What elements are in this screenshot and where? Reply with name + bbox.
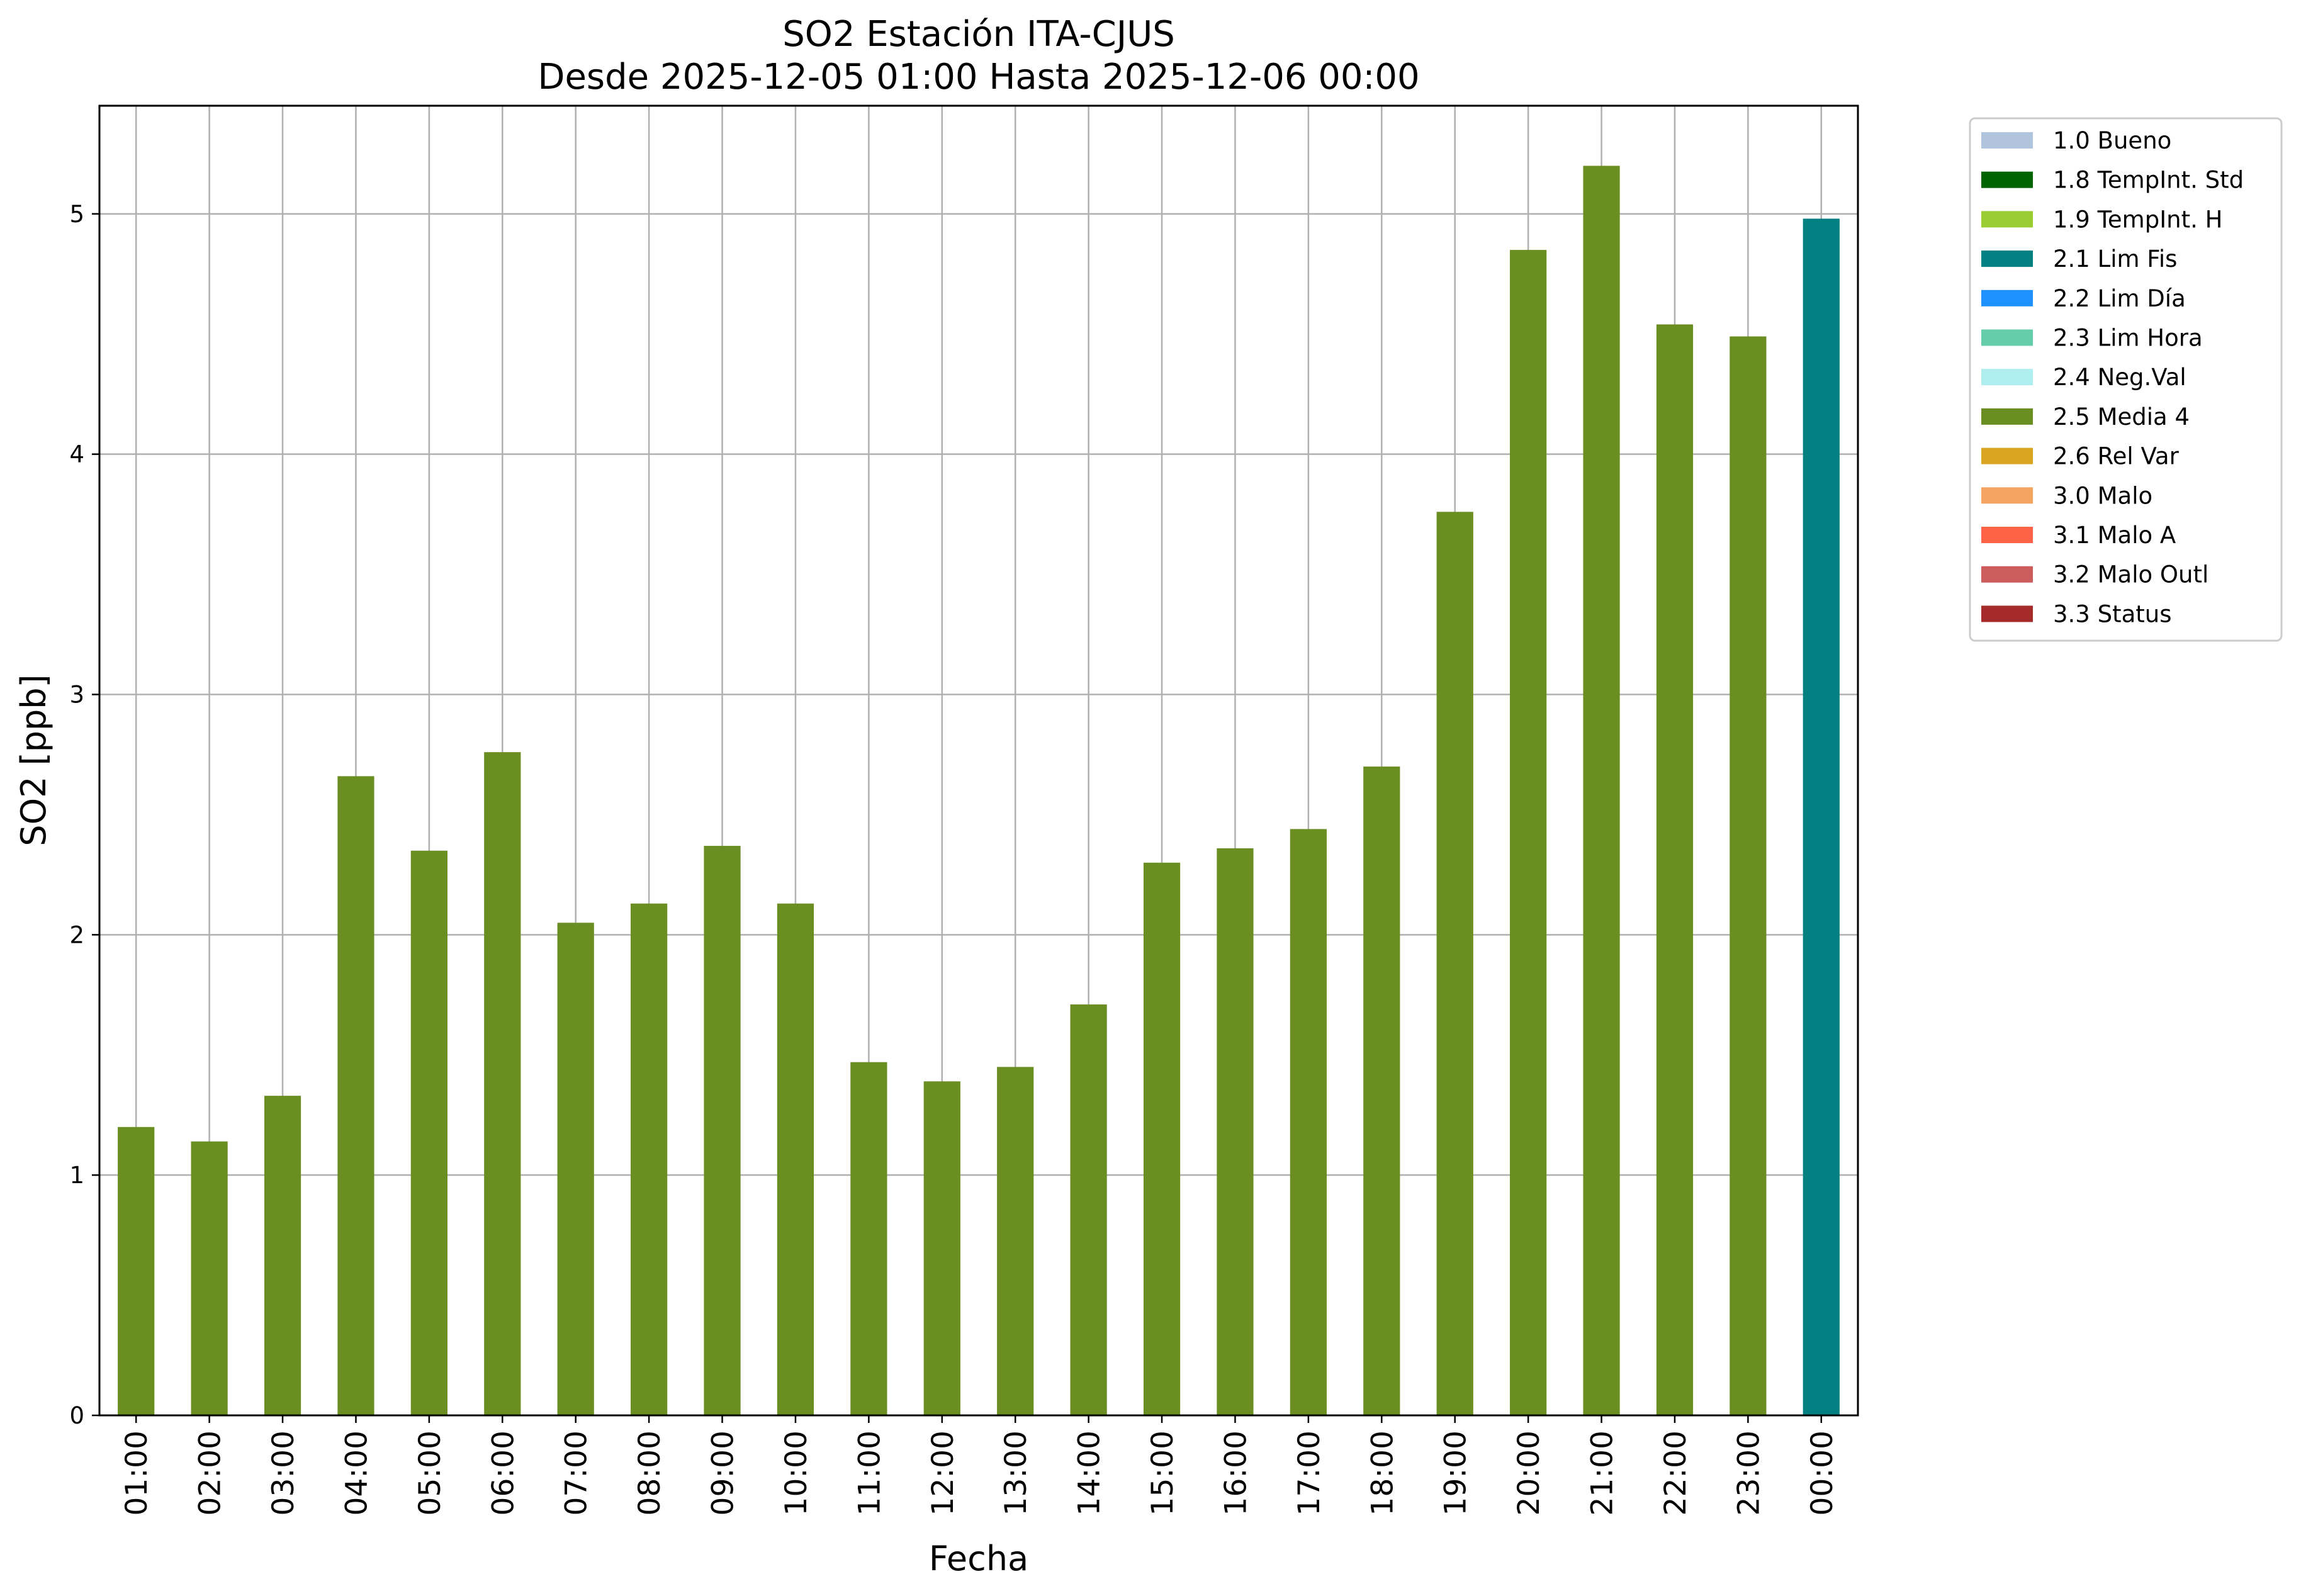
bar: [1070, 1004, 1107, 1415]
x-tick-label: 08:00: [633, 1430, 667, 1515]
bar: [1730, 336, 1767, 1415]
bar: [1363, 767, 1400, 1415]
bar: [484, 752, 521, 1415]
bar: [1510, 250, 1547, 1415]
x-tick-label: 12:00: [926, 1430, 960, 1515]
y-axis-label: SO2 [ppb]: [14, 674, 53, 846]
x-tick-label: 23:00: [1731, 1430, 1766, 1515]
bar: [557, 923, 594, 1415]
x-tick-label: 07:00: [560, 1430, 594, 1515]
x-tick-label: 02:00: [193, 1430, 228, 1515]
bar: [1803, 218, 1840, 1415]
bar: [1143, 862, 1181, 1415]
legend-label: 2.5 Media 4: [2053, 403, 2190, 430]
y-tick-label: 1: [69, 1162, 84, 1189]
bar: [1290, 829, 1327, 1415]
bar: [704, 846, 741, 1415]
x-axis: 01:00 02:00 03:00 04:00 05:00 06:00 07:00 08:00…: [120, 1415, 1840, 1515]
x-tick-label: 06:00: [486, 1430, 520, 1515]
x-tick-label: 04:00: [339, 1430, 374, 1515]
legend-label: 2.6 Rel Var: [2053, 443, 2180, 470]
legend-label: 3.2 Malo Outl: [2053, 561, 2208, 588]
legend-swatch: [1981, 408, 2033, 425]
y-tick-label: 0: [69, 1402, 84, 1429]
legend-label: 1.0 Bueno: [2053, 127, 2171, 154]
x-tick-label: 21:00: [1585, 1430, 1620, 1515]
legend-label: 2.4 Neg.Val: [2053, 364, 2186, 391]
y-tick-label: 4: [69, 441, 84, 468]
legend-swatch: [1981, 369, 2033, 386]
legend-label: 2.2 Lim Día: [2053, 285, 2186, 312]
x-tick-label: 01:00: [120, 1430, 154, 1515]
bar: [337, 776, 374, 1415]
bar: [264, 1096, 301, 1415]
legend-swatch: [1981, 171, 2033, 188]
bar: [191, 1141, 228, 1415]
legend-label: 2.1 Lim Fis: [2053, 245, 2177, 273]
x-tick-label: 20:00: [1512, 1430, 1546, 1515]
bar: [923, 1081, 960, 1415]
x-tick-label: 17:00: [1292, 1430, 1327, 1515]
x-tick-label: 19:00: [1439, 1430, 1473, 1515]
x-tick-label: 00:00: [1805, 1430, 1840, 1515]
legend: 1.0 Bueno 1.8 TempInt. Std 1.9 TempInt. H 2…: [1969, 117, 2283, 642]
legend-label: 3.3 Status: [2053, 600, 2172, 627]
legend-swatch: [1981, 447, 2033, 464]
legend-swatch: [1981, 605, 2033, 622]
legend-label: 3.0 Malo: [2053, 482, 2152, 509]
chart-title: SO2 Estación ITA-CJUS: [782, 14, 1175, 55]
chart-subtitle: Desde 2025-12-05 01:00 Hasta 2025-12-06 …: [537, 57, 1419, 98]
bar: [1656, 324, 1694, 1415]
x-tick-label: 16:00: [1218, 1430, 1253, 1515]
x-tick-label: 05:00: [413, 1430, 447, 1515]
x-tick-label: 10:00: [779, 1430, 814, 1515]
bar: [410, 850, 447, 1415]
y-tick-label: 2: [69, 921, 84, 948]
x-axis-label: Fecha: [929, 1539, 1028, 1578]
legend-swatch: [1981, 487, 2033, 504]
x-tick-label: 11:00: [852, 1430, 887, 1515]
legend-frame: [1969, 117, 2283, 642]
bar: [631, 903, 668, 1415]
legend-swatch: [1981, 527, 2033, 543]
x-tick-label: 14:00: [1072, 1430, 1107, 1515]
x-tick-label: 03:00: [266, 1430, 301, 1515]
bar: [1217, 848, 1254, 1415]
x-tick-label: 09:00: [706, 1430, 741, 1515]
bars: [118, 166, 1840, 1415]
legend-label: 1.8 TempInt. Std: [2053, 167, 2244, 194]
x-tick-label: 18:00: [1365, 1430, 1400, 1515]
legend-swatch: [1981, 211, 2033, 228]
bar: [1436, 512, 1473, 1415]
bar: [1583, 166, 1620, 1415]
bar: [997, 1067, 1034, 1415]
legend-swatch: [1981, 329, 2033, 346]
y-tick-label: 3: [69, 681, 84, 708]
plot-frame: [98, 104, 1859, 1417]
bar: [118, 1127, 155, 1415]
x-tick-label: 15:00: [1145, 1430, 1180, 1515]
legend-swatch: [1981, 566, 2033, 583]
x-tick-label: 13:00: [999, 1430, 1033, 1515]
legend-swatch: [1981, 132, 2033, 149]
legend-label: 2.3 Lim Hora: [2053, 325, 2203, 352]
x-tick-label: 22:00: [1658, 1430, 1693, 1515]
y-axis: 0 1 2 3 4 5: [69, 201, 99, 1429]
bar: [850, 1062, 887, 1415]
legend-label: 1.9 TempInt. H: [2053, 206, 2222, 233]
y-tick-label: 5: [69, 201, 84, 228]
legend-swatch: [1981, 289, 2033, 306]
legend-label: 3.1 Malo A: [2053, 522, 2176, 549]
legend-swatch: [1981, 250, 2033, 267]
bar: [777, 903, 814, 1415]
